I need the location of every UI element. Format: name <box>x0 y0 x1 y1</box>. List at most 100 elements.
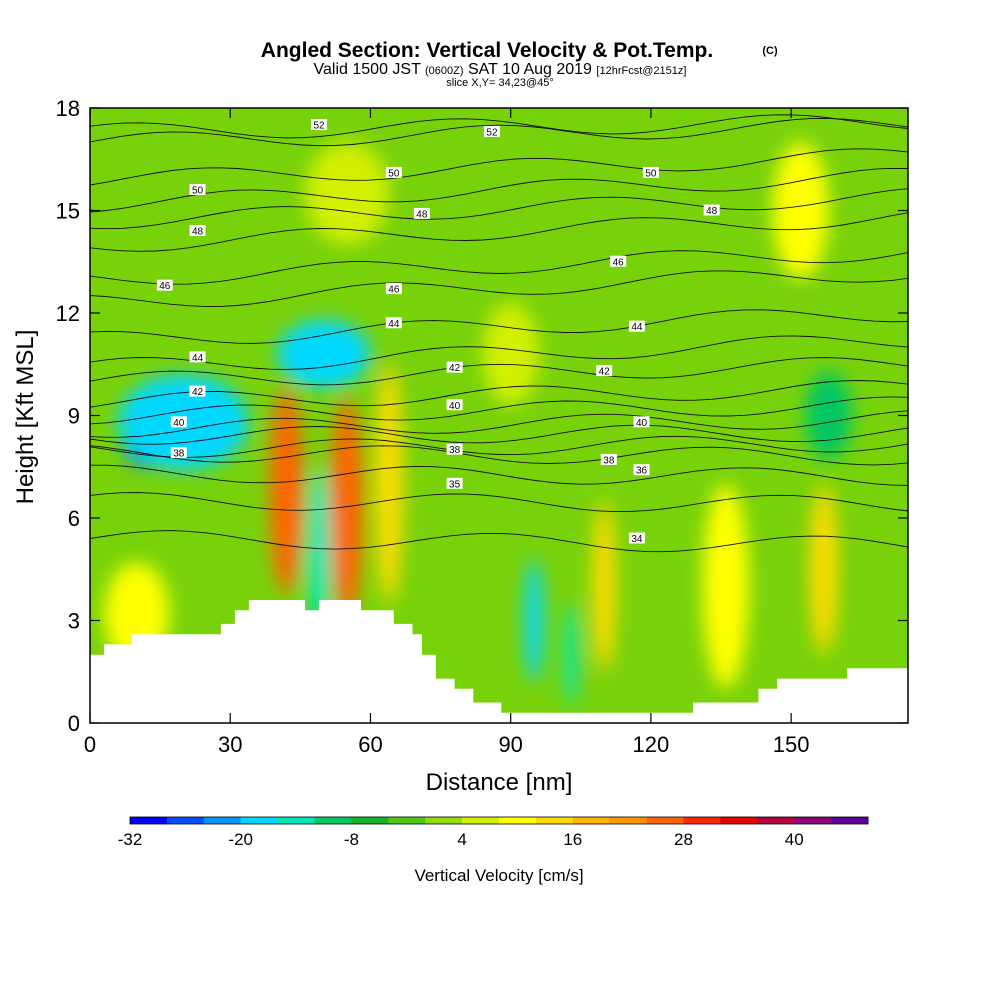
colorbar-frame <box>129 816 869 825</box>
x-tick-label-0: 0 <box>84 732 96 757</box>
velocity-cell-13 <box>702 483 750 689</box>
velocity-cell-3 <box>330 398 364 618</box>
velocity-cell-18 <box>482 302 539 406</box>
velocity-cell-11 <box>564 603 579 706</box>
svg-text:50: 50 <box>388 168 400 179</box>
x-tick-label-90: 90 <box>498 732 522 757</box>
svg-text:42: 42 <box>449 363 461 374</box>
contour-label-52-19: 52 <box>483 125 500 138</box>
velocity-cell-10 <box>524 559 544 682</box>
contour-label-40-7: 40 <box>633 416 650 429</box>
colorbar-swatch-10 <box>499 817 537 824</box>
colorbar-swatch-17 <box>757 817 795 824</box>
contour-label-34-0: 34 <box>628 532 645 545</box>
isentrope-52-19 <box>90 114 908 139</box>
contour-label-52-18: 52 <box>311 119 328 132</box>
velocity-cell-16 <box>772 142 829 279</box>
isentrope-46-13 <box>90 250 908 285</box>
svg-text:48: 48 <box>416 209 428 220</box>
colorbar-swatch-12 <box>572 817 610 824</box>
isentrope-34-0 <box>90 530 908 553</box>
contour-label-44-11: 44 <box>628 320 645 333</box>
colorbar-swatch-19 <box>831 817 869 824</box>
colorbar-swatch-13 <box>609 817 647 824</box>
isentrope-36-2 <box>90 464 908 486</box>
x-tick-label-150: 150 <box>773 732 810 757</box>
contour-label-40-25: 40 <box>446 399 463 412</box>
valid-time: Valid 1500 JST <box>314 61 422 78</box>
colorbar-swatch-16 <box>720 817 758 824</box>
svg-text:46: 46 <box>613 257 625 268</box>
colorbar-label--8: -8 <box>344 830 359 849</box>
colorbar-swatch-6 <box>351 817 389 824</box>
isentrope-46-12 <box>90 270 908 307</box>
terrain <box>90 600 908 723</box>
x-axis-label: Distance [nm] <box>426 769 573 796</box>
isentrope-52-18 <box>90 117 908 147</box>
colorbar-swatch-11 <box>535 817 574 824</box>
contour-label-48-15: 48 <box>703 204 720 217</box>
velocity-cell-14 <box>809 483 838 655</box>
y-axis-label: Height [Kft MSL] <box>12 330 39 505</box>
velocity-cell-9 <box>276 319 371 389</box>
forecast-info: [12hrFcst@2151z] <box>596 65 686 77</box>
contour-label-48-14: 48 <box>189 225 206 238</box>
isentrope-44-11 <box>90 309 908 344</box>
velocity-cell-19 <box>805 371 852 460</box>
svg-text:34: 34 <box>631 534 643 545</box>
contour-label-40-6: 40 <box>170 416 187 429</box>
y-tick-label-3: 3 <box>68 609 80 634</box>
svg-text:48: 48 <box>706 206 718 217</box>
isentrope-44-10 <box>90 335 908 370</box>
contour-label-48-21: 48 <box>413 207 430 220</box>
isentrope-42-8 <box>90 380 908 408</box>
contour-label-46-13: 46 <box>610 255 627 268</box>
chart-subtitle: Valid 1500 JST (0600Z) SAT 10 Aug 2019 [… <box>314 61 687 78</box>
svg-text:52: 52 <box>486 127 498 138</box>
valid-date: SAT 10 Aug 2019 <box>468 61 592 78</box>
svg-text:44: 44 <box>631 322 643 333</box>
colorbar-label-4: 4 <box>457 830 466 849</box>
contour-label-42-24: 42 <box>446 361 463 374</box>
colorbar-label-16: 16 <box>563 830 582 849</box>
colorbar: -32 -20 -8 4 16 28 40 <box>118 816 869 849</box>
svg-text:46: 46 <box>159 281 171 292</box>
contour-label-38-4: 38 <box>170 447 187 460</box>
isentrope-42-9 <box>90 357 908 386</box>
velocity-cell-12 <box>592 500 616 672</box>
slice-info: slice X,Y= 34,23@45° <box>446 77 554 89</box>
x-tick-label-60: 60 <box>358 732 382 757</box>
contour-label-35-1: 35 <box>446 477 463 490</box>
copyright-mark: (C) <box>762 45 778 57</box>
x-tick-label-120: 120 <box>633 732 670 757</box>
isentrope-50-17 <box>90 148 908 186</box>
colorbar-swatch-15 <box>683 817 721 824</box>
colorbar-label--32: -32 <box>118 830 143 849</box>
colorbar-title: Vertical Velocity [cm/s] <box>414 866 583 885</box>
svg-text:40: 40 <box>449 401 461 412</box>
colorbar-swatch-5 <box>314 817 352 824</box>
svg-text:42: 42 <box>192 387 204 398</box>
contour-label-50-17: 50 <box>642 166 659 179</box>
colorbar-label--20: -20 <box>228 830 253 849</box>
colorbar-label-28: 28 <box>674 830 693 849</box>
isentrope-40-7 <box>90 396 908 425</box>
contour-label-42-8: 42 <box>189 385 206 398</box>
velocity-cell-1 <box>269 388 303 594</box>
svg-text:38: 38 <box>603 455 615 466</box>
velocity-cell-17 <box>305 142 390 245</box>
svg-text:44: 44 <box>388 319 400 330</box>
contour-label-44-23: 44 <box>385 317 402 330</box>
velocity-cell-5 <box>375 364 404 604</box>
svg-text:44: 44 <box>192 353 204 364</box>
contour-label-36-2: 36 <box>633 464 650 477</box>
svg-text:36: 36 <box>636 466 648 477</box>
plot-area: 34 35 36 38 38 38 40 40 42 42 44 44 46 46 48 48 50 50 52 52… <box>90 108 908 723</box>
svg-text:52: 52 <box>313 121 325 132</box>
contour-label-38-5: 38 <box>446 443 463 456</box>
contour-label-layer: 34 35 36 38 38 38 40 40 42 42 44 44 46 46 48 48 50 50 52 52… <box>156 119 720 545</box>
chart-title: Angled Section: Vertical Velocity & Pot.… <box>261 39 713 62</box>
y-tick-label-18: 18 <box>56 96 80 121</box>
contour-label-38-3: 38 <box>600 453 617 466</box>
